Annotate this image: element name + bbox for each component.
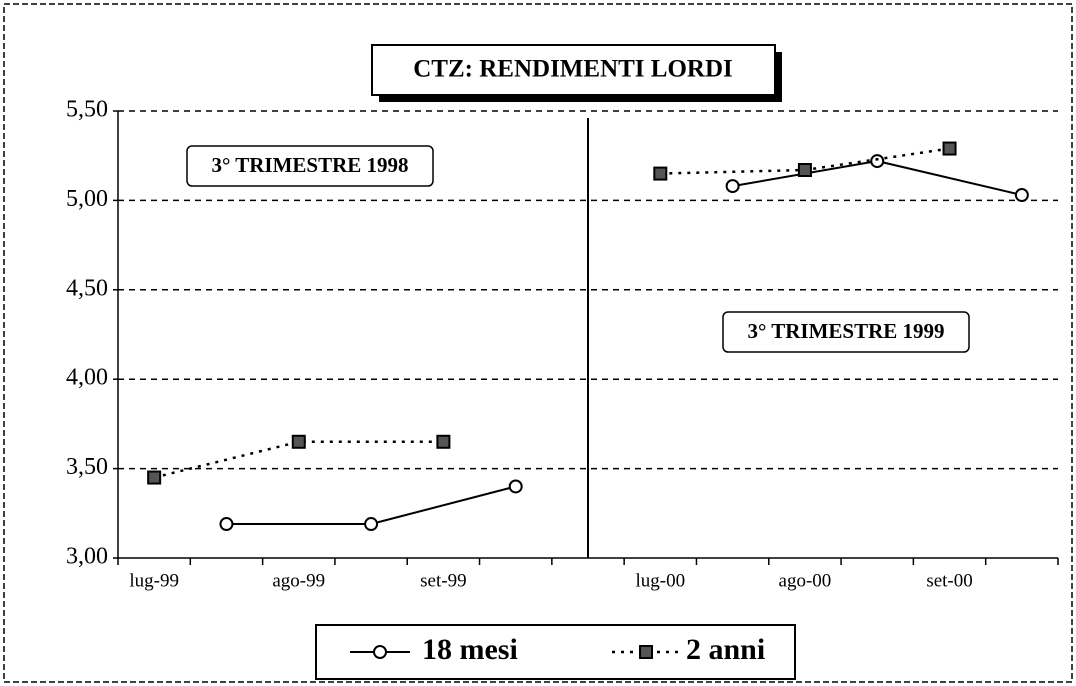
y-tick-label: 3,50	[66, 454, 108, 480]
x-tick-label: set-99	[420, 570, 466, 591]
marker	[1014, 188, 1029, 203]
marker	[291, 434, 306, 449]
legend-label: 18 mesi	[422, 633, 518, 666]
frame	[3, 3, 1073, 683]
marker	[508, 479, 523, 494]
legend-label: 2 anni	[686, 633, 765, 666]
legend-marker	[639, 645, 653, 659]
chart-title: CTZ: RENDIMENTI LORDI	[413, 56, 732, 83]
annotation-box	[722, 311, 970, 353]
annotation: 3° TRIMESTRE 1998	[211, 153, 408, 177]
marker	[725, 179, 740, 194]
x-tick-label: lug-00	[636, 570, 686, 591]
marker	[870, 154, 885, 169]
y-tick-label: 4,50	[66, 275, 108, 301]
marker	[364, 517, 379, 532]
marker	[942, 141, 957, 156]
marker	[219, 517, 234, 532]
marker	[147, 470, 162, 485]
y-tick-label: 5,00	[66, 186, 108, 212]
y-tick-label: 5,50	[66, 97, 108, 123]
annotation-box	[186, 145, 434, 187]
x-tick-label: ago-99	[272, 570, 325, 591]
y-tick-label: 4,00	[66, 365, 108, 391]
x-tick-label: lug-99	[129, 570, 179, 591]
x-tick-label: ago-00	[779, 570, 832, 591]
y-tick-label: 3,00	[66, 544, 108, 570]
series-line	[153, 440, 444, 479]
marker	[653, 166, 668, 181]
x-tick-label: set-00	[926, 570, 972, 591]
marker	[436, 434, 451, 449]
title-box	[371, 44, 776, 96]
annotation: 3° TRIMESTRE 1999	[747, 319, 944, 343]
legend-marker	[373, 645, 387, 659]
marker	[797, 163, 812, 178]
